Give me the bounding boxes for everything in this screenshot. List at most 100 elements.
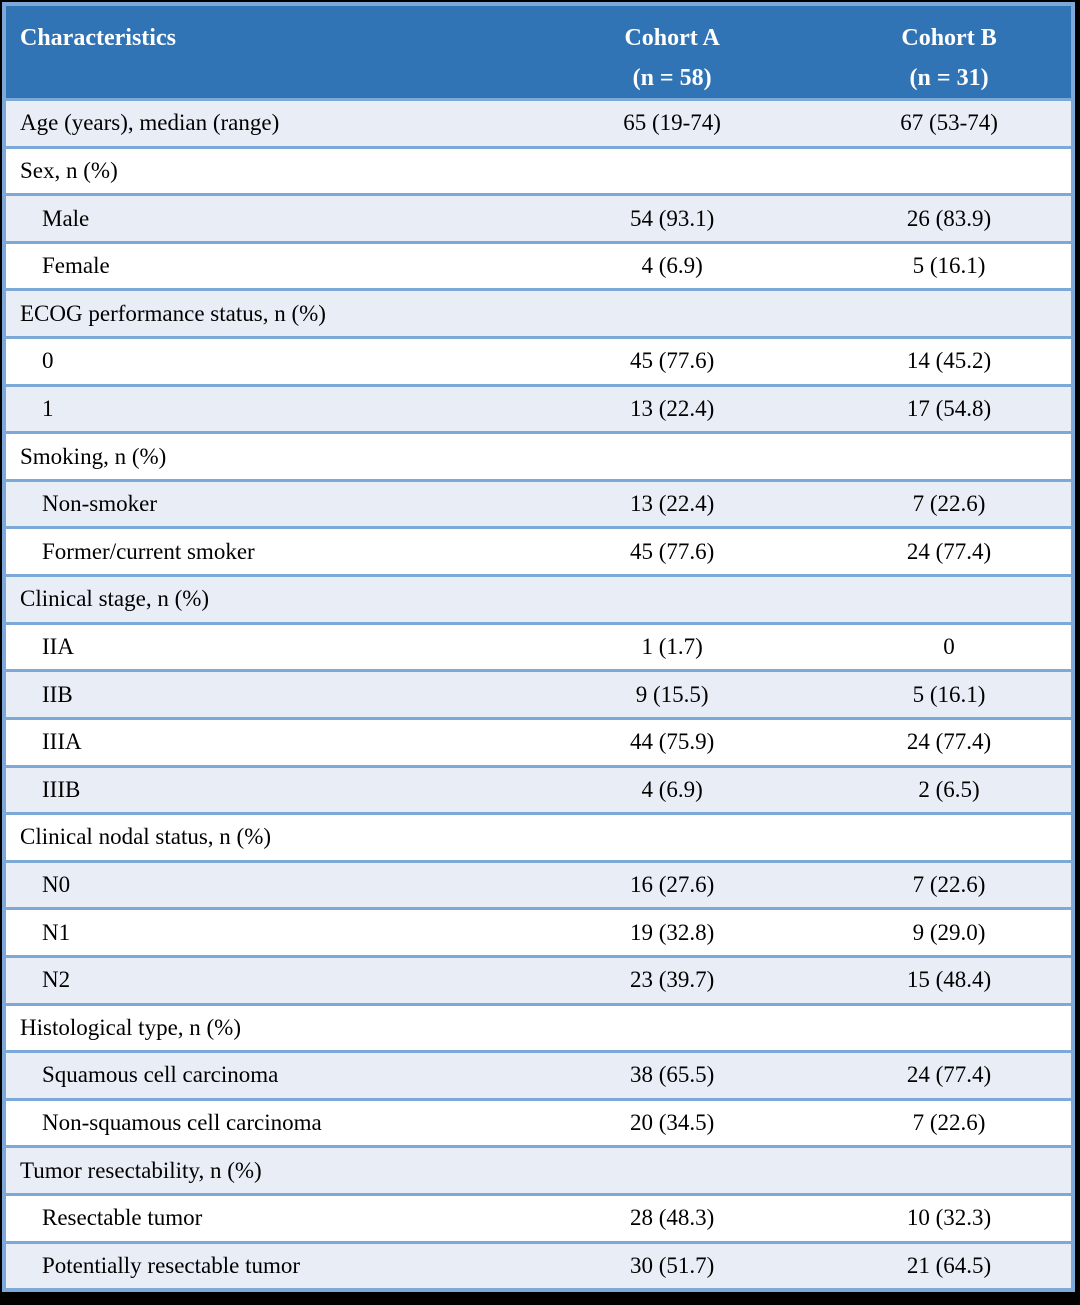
cohort-b-value: 26 (83.9)	[827, 193, 1073, 243]
table-row: Potentially resectable tumor 30 (51.7) 21 …	[4, 1240, 1073, 1290]
table-row: IIB 9 (15.5) 5 (16.1)	[4, 669, 1073, 719]
cohort-a-value: 9 (15.5)	[517, 669, 828, 719]
cohort-b-value	[827, 145, 1073, 195]
row-label: Male	[4, 193, 518, 243]
cohort-b-value	[827, 574, 1073, 624]
cohort-a-value: 13 (22.4)	[517, 383, 828, 433]
cohort-a-value: 45 (77.6)	[517, 526, 828, 576]
table-row: Histological type, n (%)	[4, 1002, 1073, 1052]
row-label: Resectable tumor	[4, 1193, 518, 1243]
cohort-b-value	[827, 1002, 1073, 1052]
header-cell-characteristics: Characteristics	[4, 4, 518, 100]
cohort-a-value: 16 (27.6)	[517, 859, 828, 909]
cohort-a-value	[517, 574, 828, 624]
row-label: Former/current smoker	[4, 526, 518, 576]
cohort-b-value: 7 (22.6)	[827, 859, 1073, 909]
row-label: IIIB	[4, 764, 518, 814]
cohort-b-value: 9 (29.0)	[827, 907, 1073, 957]
row-label: IIB	[4, 669, 518, 719]
cohort-a-value: 1 (1.7)	[517, 621, 828, 671]
row-label: IIA	[4, 621, 518, 671]
table-row: 0 45 (77.6) 14 (45.2)	[4, 336, 1073, 386]
cohort-b-value: 14 (45.2)	[827, 336, 1073, 386]
row-label: Non-smoker	[4, 478, 518, 528]
cohort-a-value	[517, 145, 828, 195]
row-label: Non-squamous cell carcinoma	[4, 1097, 518, 1147]
table-row: Clinical stage, n (%)	[4, 574, 1073, 624]
table-row: Resectable tumor 28 (48.3) 10 (32.3)	[4, 1193, 1073, 1243]
table-row: Squamous cell carcinoma 38 (65.5) 24 (77.4…	[4, 1050, 1073, 1100]
row-label: Female	[4, 240, 518, 290]
cohort-a-value: 45 (77.6)	[517, 336, 828, 386]
cohort-a-value: 65 (19-74)	[517, 98, 828, 148]
cohort-a-value: 44 (75.9)	[517, 716, 828, 767]
table-row: Sex, n (%)	[4, 145, 1073, 195]
header-row: Characteristics Cohort A (n = 58) Cohort…	[4, 4, 1073, 100]
table-row: Smoking, n (%)	[4, 431, 1073, 481]
cohort-b-value	[827, 288, 1073, 338]
cohort-b-value: 5 (16.1)	[827, 240, 1073, 290]
cohort-a-value	[517, 1145, 828, 1195]
row-label: 0	[4, 336, 518, 386]
cohort-b-value: 10 (32.3)	[827, 1193, 1073, 1243]
cohort-b-value	[827, 431, 1073, 481]
cohort-b-value: 0	[827, 621, 1073, 671]
header-cohort-b-count: (n = 31)	[909, 65, 989, 91]
cohort-a-value: 54 (93.1)	[517, 193, 828, 243]
row-label: Squamous cell carcinoma	[4, 1050, 518, 1100]
cohort-a-value: 4 (6.9)	[517, 240, 828, 290]
table-row: N0 16 (27.6) 7 (22.6)	[4, 859, 1073, 909]
table-row: IIIA 44 (75.9) 24 (77.4)	[4, 716, 1073, 767]
cohort-b-value: 17 (54.8)	[827, 383, 1073, 433]
header-characteristics-label: Characteristics	[20, 25, 176, 51]
table-row: Non-smoker 13 (22.4) 7 (22.6)	[4, 478, 1073, 528]
row-label: ECOG performance status, n (%)	[4, 288, 518, 338]
row-label: Smoking, n (%)	[4, 431, 518, 481]
table-row: Age (years), median (range) 65 (19-74) 67 …	[4, 98, 1073, 148]
cohort-a-value: 38 (65.5)	[517, 1050, 828, 1100]
table-row: Non-squamous cell carcinoma 20 (34.5) 7 (2…	[4, 1097, 1073, 1147]
row-label: 1	[4, 383, 518, 433]
cohort-b-value: 7 (22.6)	[827, 478, 1073, 528]
table-row: IIA 1 (1.7) 0	[4, 621, 1073, 671]
row-label: Clinical stage, n (%)	[4, 574, 518, 624]
cohort-b-value: 24 (77.4)	[827, 526, 1073, 576]
cohort-a-value: 28 (48.3)	[517, 1193, 828, 1243]
row-label: Potentially resectable tumor	[4, 1240, 518, 1290]
cohort-a-value	[517, 288, 828, 338]
cohort-a-value: 4 (6.9)	[517, 764, 828, 814]
row-label: N0	[4, 859, 518, 909]
cohort-a-value: 13 (22.4)	[517, 478, 828, 528]
cohort-a-value	[517, 1002, 828, 1052]
cohort-b-value: 24 (77.4)	[827, 1050, 1073, 1100]
row-label: Sex, n (%)	[4, 145, 518, 195]
cohort-a-value: 30 (51.7)	[517, 1240, 828, 1290]
table-row: N2 23 (39.7) 15 (48.4)	[4, 954, 1073, 1005]
cohort-a-value: 19 (32.8)	[517, 907, 828, 957]
row-label: Clinical nodal status, n (%)	[4, 812, 518, 862]
header-cell-cohort-a: Cohort A (n = 58)	[517, 4, 828, 100]
table-row: Former/current smoker 45 (77.6) 24 (77.4)	[4, 526, 1073, 576]
cohort-b-value: 21 (64.5)	[827, 1240, 1073, 1290]
table-row: IIIB 4 (6.9) 2 (6.5)	[4, 764, 1073, 814]
cohort-b-value	[827, 1145, 1073, 1195]
cohort-a-value: 23 (39.7)	[517, 954, 828, 1005]
row-label: N2	[4, 954, 518, 1005]
cohort-b-value: 67 (53-74)	[827, 98, 1073, 148]
row-label: N1	[4, 907, 518, 957]
row-label: IIIA	[4, 716, 518, 767]
table-row: Female 4 (6.9) 5 (16.1)	[4, 240, 1073, 290]
table-body: Age (years), median (range) 65 (19-74) 67 …	[4, 98, 1073, 1290]
cohort-b-value: 24 (77.4)	[827, 716, 1073, 767]
cohort-a-value	[517, 812, 828, 862]
row-label: Tumor resectability, n (%)	[4, 1145, 518, 1195]
row-label: Age (years), median (range)	[4, 98, 518, 148]
table-row: Clinical nodal status, n (%)	[4, 812, 1073, 862]
cohort-b-value: 2 (6.5)	[827, 764, 1073, 814]
cohort-b-value	[827, 812, 1073, 862]
cohort-a-value	[517, 431, 828, 481]
cohort-b-value: 15 (48.4)	[827, 954, 1073, 1005]
header-cohort-a-label: Cohort A	[624, 25, 720, 51]
